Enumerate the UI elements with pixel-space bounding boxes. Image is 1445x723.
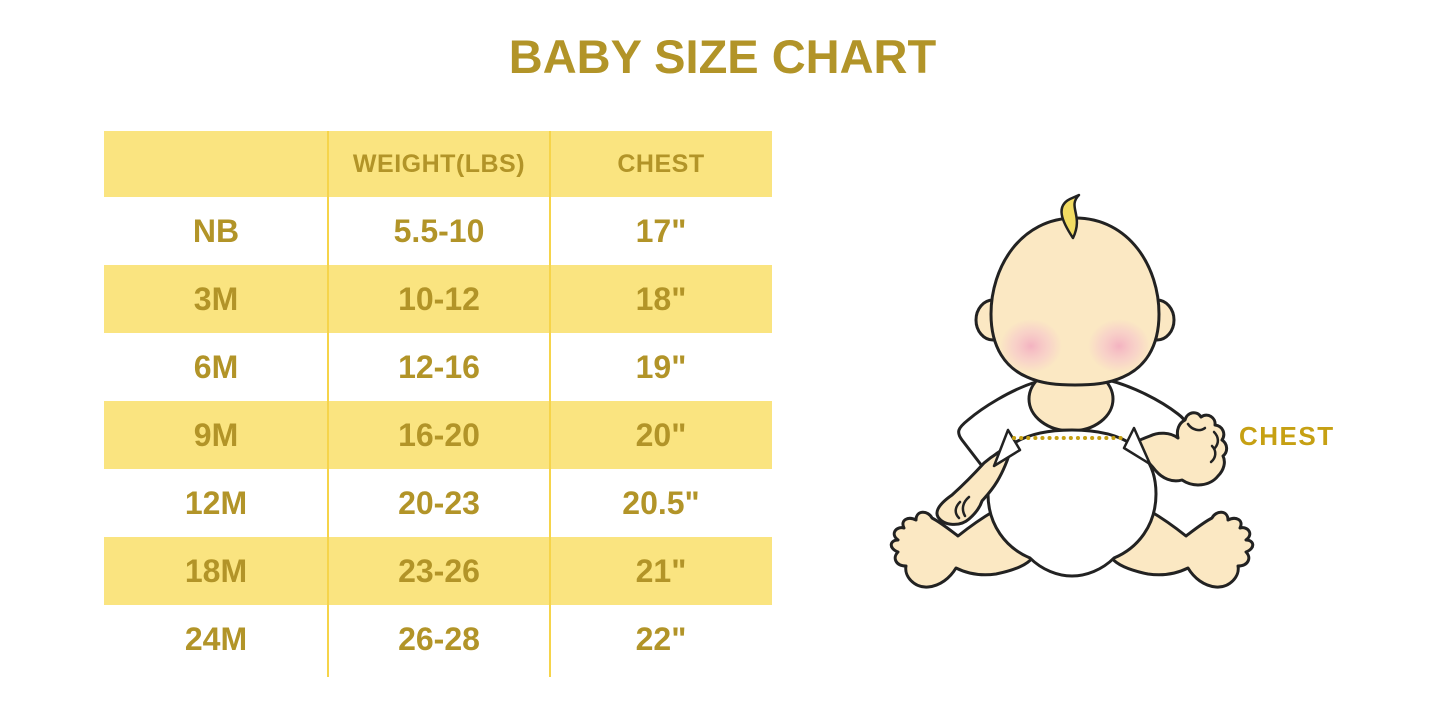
- table-row: 18M 23-26 21": [104, 537, 772, 605]
- table-row: 6M 12-16 19": [104, 333, 772, 401]
- weight-cell: 20-23: [398, 484, 480, 521]
- chest-cell: 21": [635, 552, 687, 589]
- table-header-row: WEIGHT(LBS) CHEST: [104, 131, 772, 197]
- size-cell: 18M: [184, 552, 248, 589]
- size-cell: 12M: [184, 484, 248, 521]
- weight-cell: 23-26: [398, 552, 480, 589]
- table-row: 9M 16-20 20": [104, 401, 772, 469]
- size-cell: NB: [192, 212, 240, 249]
- size-cell: 24M: [184, 620, 248, 657]
- baby-onesie-belly: [986, 428, 1158, 578]
- table-column-divider: [327, 131, 329, 677]
- weight-cell: 12-16: [398, 348, 480, 385]
- baby-hand-left-fingers: [954, 495, 971, 520]
- table-row: 24M 26-28 22": [104, 605, 772, 673]
- baby-cheek-left: [1000, 319, 1062, 373]
- size-cell: 3M: [193, 280, 239, 317]
- baby-illustration: [889, 193, 1255, 589]
- weight-cell: 5.5-10: [393, 212, 485, 249]
- weight-cell: 16-20: [398, 416, 480, 453]
- chest-label: CHEST: [1239, 421, 1335, 451]
- weight-cell: 26-28: [398, 620, 480, 657]
- table-column-divider: [549, 131, 551, 677]
- table-row: NB 5.5-10 17": [104, 197, 772, 265]
- chest-cell: 19": [635, 348, 687, 385]
- table-row: 3M 10-12 18": [104, 265, 772, 333]
- baby-fist-knuckle-lines: [1186, 422, 1220, 464]
- baby-cheek-right: [1088, 319, 1150, 373]
- table-row: 12M 20-23 20.5": [104, 469, 772, 537]
- weight-cell: 10-12: [398, 280, 480, 317]
- baby-sleeve-cuff-right: [1122, 426, 1152, 466]
- chest-cell: 22": [635, 620, 687, 657]
- header-chest: CHEST: [617, 149, 705, 178]
- size-cell: 9M: [193, 416, 239, 453]
- page-title: BABY SIZE CHART: [508, 30, 937, 83]
- chest-cell: 20.5": [622, 484, 700, 521]
- size-table: WEIGHT(LBS) CHEST NB 5.5-10 17" 3M 10-12…: [104, 131, 772, 677]
- baby-figure: CHEST: [870, 180, 1333, 610]
- chest-cell: 17": [635, 212, 687, 249]
- size-cell: 6M: [193, 348, 239, 385]
- header-weight: WEIGHT(LBS): [352, 149, 526, 178]
- chest-cell: 20": [635, 416, 687, 453]
- chest-cell: 18": [635, 280, 687, 317]
- baby-hair-curl: [1060, 193, 1081, 240]
